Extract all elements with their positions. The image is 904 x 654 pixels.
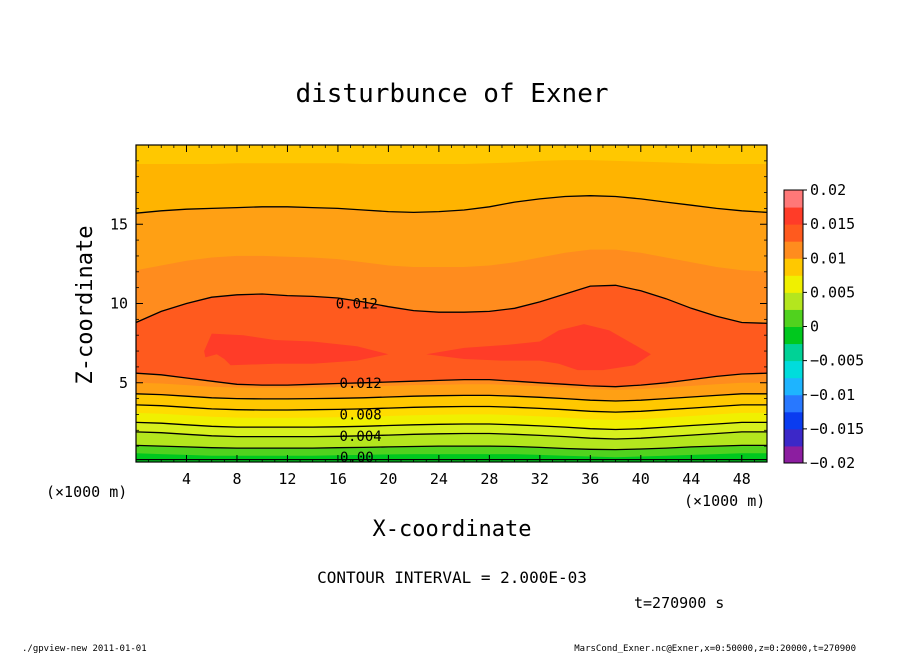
colorbar-segment bbox=[784, 275, 803, 293]
colorbar-segment bbox=[784, 241, 803, 259]
colorbar: 0.02 0.015 0.01 0.005 0 −0.005 −0.01 −0.015 −0.0… bbox=[783, 181, 864, 472]
core-region-0 bbox=[204, 333, 389, 366]
y-tick-label: 5 bbox=[119, 374, 128, 392]
x-tick-label: 32 bbox=[531, 470, 549, 488]
footer-right: MarsCond_Exner.nc@Exner,x=0:50000,z=0:20… bbox=[574, 644, 856, 654]
colorbar-segment bbox=[784, 343, 803, 362]
time-stamp: t=270900 s bbox=[634, 594, 724, 612]
colorbar-tick-label: 0.02 bbox=[810, 181, 846, 199]
chart-title: disturbunce of Exner bbox=[295, 79, 608, 109]
colorbar-tick-label: 0.005 bbox=[810, 283, 855, 301]
x-tick-label: 12 bbox=[278, 470, 296, 488]
contour-label-1: 0.012 bbox=[340, 376, 382, 392]
y-tick-label: 10 bbox=[110, 295, 128, 313]
x-tick-label: 8 bbox=[232, 470, 241, 488]
x-axis-label: X-coordinate bbox=[373, 517, 532, 542]
colorbar-segment bbox=[784, 207, 803, 225]
colorbar-segment bbox=[784, 224, 803, 242]
contour-line-7 bbox=[135, 284, 768, 324]
colorbar-tick-label: 0.01 bbox=[810, 249, 846, 267]
colorbar-tick-label: 0.015 bbox=[810, 215, 855, 233]
contour-interval: CONTOUR INTERVAL = 2.000E-03 bbox=[317, 568, 587, 587]
contour-label-text: 0.012 bbox=[340, 376, 382, 392]
contour-label-text: 0.008 bbox=[340, 407, 382, 423]
x-tick-label: 16 bbox=[329, 470, 347, 488]
colorbar-segment bbox=[784, 445, 803, 464]
x-tick-label: 36 bbox=[581, 470, 599, 488]
contour-label-text: 0.00 bbox=[340, 450, 374, 466]
colorbar-tick-label: −0.01 bbox=[810, 386, 855, 404]
colorbar-segment bbox=[784, 190, 803, 208]
x-unit-left: (×1000 m) bbox=[46, 483, 127, 501]
colorbar-segment bbox=[784, 292, 803, 310]
colorbar-segment bbox=[784, 377, 803, 396]
x-tick-label: 20 bbox=[379, 470, 397, 488]
contour-label-4: 0.00 bbox=[340, 450, 374, 466]
contour-label-2: 0.008 bbox=[340, 407, 382, 423]
colorbar-tick-label: −0.005 bbox=[810, 352, 864, 370]
colorbar-segment bbox=[784, 394, 803, 413]
x-tick-label: 4 bbox=[182, 470, 191, 488]
contour-line-5 bbox=[135, 393, 767, 402]
x-unit-right: (×1000 m) bbox=[684, 492, 765, 510]
colorbar-segment bbox=[784, 309, 803, 327]
x-tick-label: 40 bbox=[632, 470, 650, 488]
contour-label-0: 0.012 bbox=[336, 297, 378, 313]
x-tick-label: 48 bbox=[733, 470, 751, 488]
contour-line-1 bbox=[135, 444, 767, 451]
contour-line-3 bbox=[135, 421, 767, 431]
x-tick-label: 24 bbox=[430, 470, 448, 488]
x-tick-label: 44 bbox=[682, 470, 700, 488]
contour-label-3: 0.004 bbox=[340, 429, 382, 445]
contour-label-text: 0.004 bbox=[340, 429, 382, 445]
fill-band-13 bbox=[136, 145, 767, 164]
contour-line-2 bbox=[135, 431, 767, 440]
colorbar-segment bbox=[784, 326, 803, 345]
x-tick-label: 28 bbox=[480, 470, 498, 488]
colorbar-segment bbox=[784, 360, 803, 379]
footer-left: ./gpview-new 2011-01-01 bbox=[22, 644, 147, 654]
colorbar-segment bbox=[784, 428, 803, 447]
contour-line-6 bbox=[135, 372, 768, 388]
y-tick-label: 15 bbox=[110, 215, 128, 233]
contour-line-4 bbox=[135, 404, 767, 413]
plot-area: 0.012 0.012 0.008 0.004 0.00 bbox=[135, 145, 768, 466]
colorbar-segment bbox=[784, 411, 803, 430]
colorbar-tick-label: −0.015 bbox=[810, 420, 864, 438]
colorbar-segment bbox=[784, 258, 803, 276]
colorbar-tick-label: −0.02 bbox=[810, 454, 855, 472]
contour-line-8 bbox=[135, 195, 768, 214]
core-region-1 bbox=[426, 324, 651, 371]
colorbar-tick-label: 0 bbox=[810, 318, 819, 336]
y-axis-label: Z-coordinate bbox=[73, 226, 98, 385]
contour-label-text: 0.012 bbox=[336, 297, 378, 313]
